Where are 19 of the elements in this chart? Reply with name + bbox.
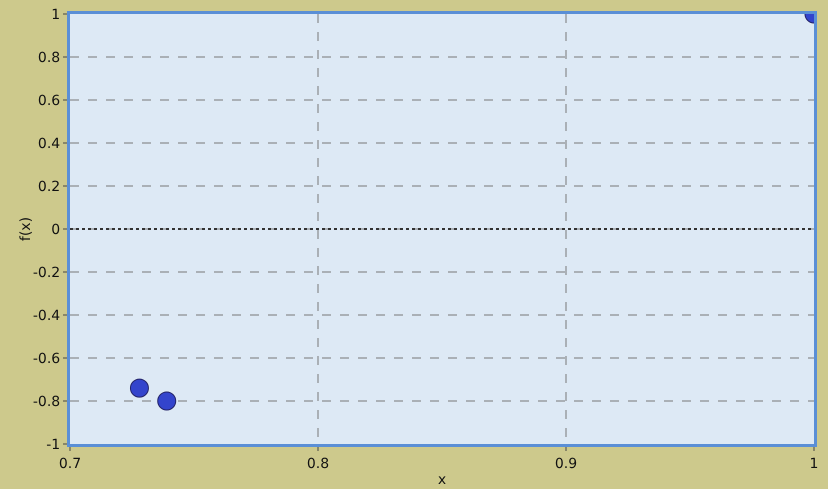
y-tick-label: -0.6	[32, 350, 60, 367]
point	[157, 392, 176, 410]
point	[130, 378, 149, 398]
y-tick-label: 1	[51, 6, 60, 23]
x-tick-label: 0.9	[554, 456, 578, 472]
y-tick-label: 0.8	[38, 50, 60, 66]
y-axis-title: f(x)	[18, 216, 34, 242]
y-tick-label: -0.4	[32, 308, 60, 324]
x-axis-title: x	[438, 472, 446, 488]
x-tick-label: 0.7	[58, 456, 82, 472]
x-tick-label: 0.8	[306, 456, 330, 472]
y-tick-label: 0.4	[38, 136, 60, 152]
y-tick-label: 0.6	[38, 92, 60, 109]
y-tick-label: 0.2	[38, 178, 60, 195]
y-tick-label: -1	[46, 436, 60, 453]
y-tick-label: 0	[51, 222, 60, 238]
x-tick-label: 1	[810, 456, 818, 472]
y-tick-label: -0.8	[32, 394, 60, 410]
y-tick-label: -0.2	[32, 264, 60, 281]
